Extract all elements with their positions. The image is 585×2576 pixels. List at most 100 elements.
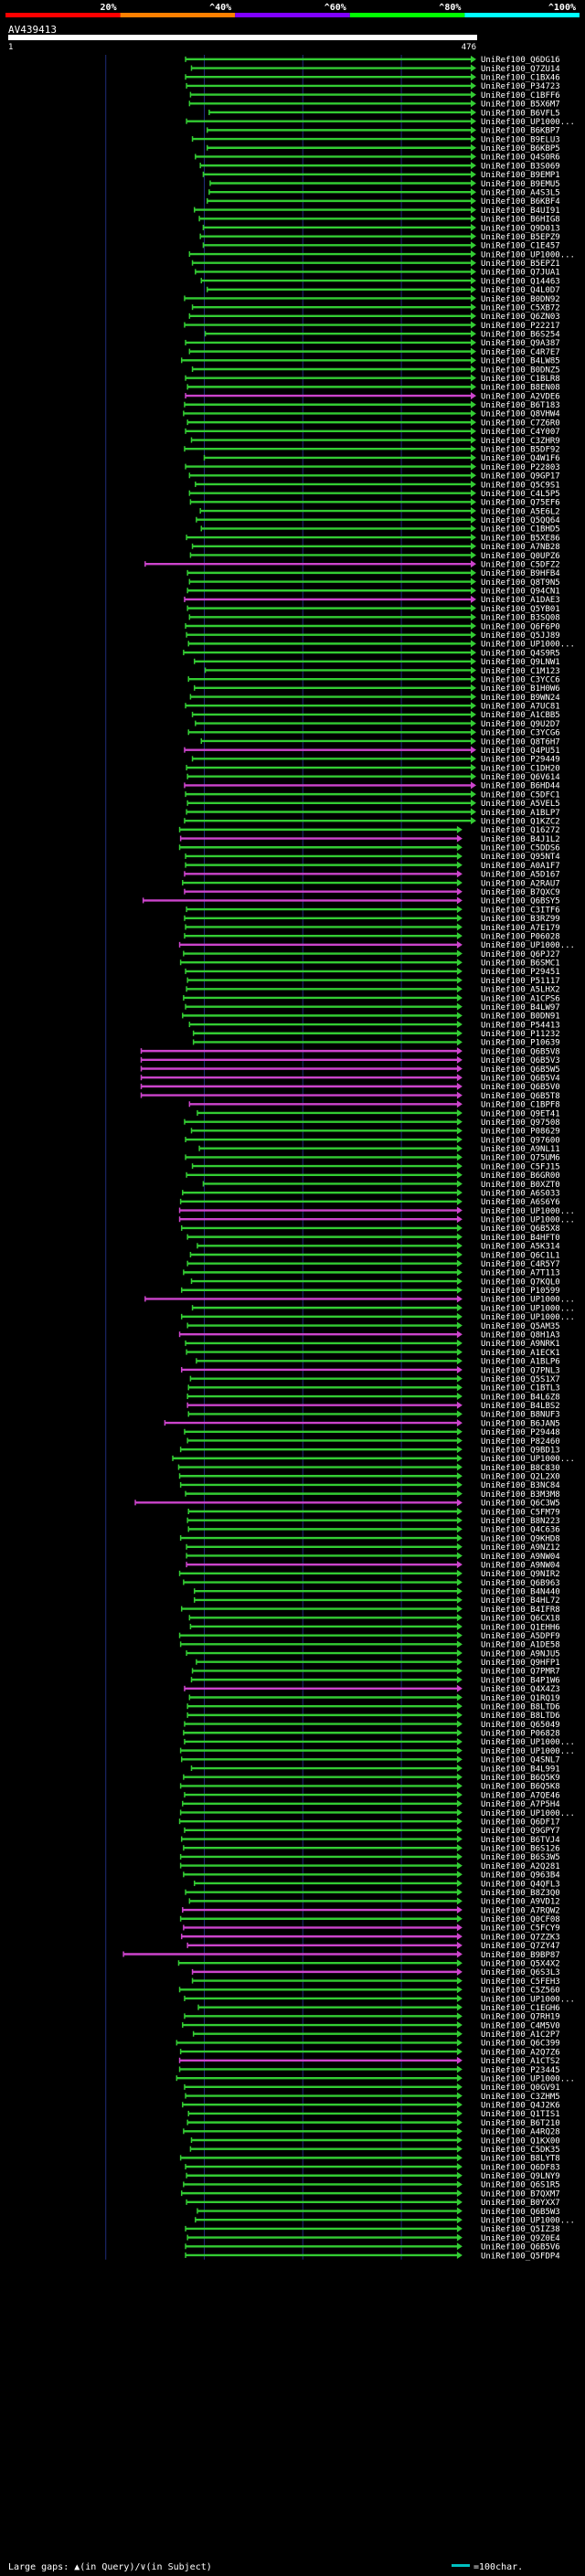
hit-label[interactable]: UniRef100_B0XZT0 [481, 1181, 560, 1190]
hit-label[interactable]: UniRef100_Q95NT4 [481, 853, 560, 862]
hit-label[interactable]: UniRef100_UP1000... [481, 1809, 575, 1818]
hit-label[interactable]: UniRef100_A1ECK1 [481, 1349, 560, 1358]
hit-label[interactable]: UniRef100_C4L5P5 [481, 490, 560, 499]
hit-label[interactable]: UniRef100_Q7ZY47 [481, 1942, 560, 1951]
hit-label[interactable]: UniRef100_Q4S0R6 [481, 154, 560, 163]
hit-label[interactable]: UniRef100_Q8T6H7 [481, 737, 560, 747]
hit-label[interactable]: UniRef100_UP1000... [481, 1216, 575, 1225]
hit-label[interactable]: UniRef100_Q9U2D7 [481, 720, 560, 729]
hit-label[interactable]: UniRef100_Q5YB01 [481, 605, 560, 614]
hit-label[interactable]: UniRef100_P82460 [481, 1437, 560, 1447]
hit-label[interactable]: UniRef100_B9BP87 [481, 1951, 560, 1960]
hit-label[interactable]: UniRef100_Q4S9R5 [481, 649, 560, 658]
hit-label[interactable]: UniRef100_UP1000... [481, 941, 575, 950]
hit-label[interactable]: UniRef100_Q6DG16 [481, 56, 560, 65]
hit-label[interactable]: UniRef100_Q6PJ27 [481, 950, 560, 959]
hit-label[interactable]: UniRef100_Q9LNW1 [481, 658, 560, 667]
hit-label[interactable]: UniRef100_A1DAE3 [481, 596, 560, 605]
hit-label[interactable]: UniRef100_C4M5V0 [481, 2021, 560, 2030]
hit-label[interactable]: UniRef100_Q9NIR2 [481, 1570, 560, 1579]
hit-label[interactable]: UniRef100_UP1000... [481, 1455, 575, 1464]
hit-label[interactable]: UniRef100_A9VD12 [481, 1898, 560, 1907]
hit-label[interactable]: UniRef100_C3YCC6 [481, 675, 560, 684]
hit-label[interactable]: UniRef100_B6JAN5 [481, 1419, 560, 1428]
hit-label[interactable]: UniRef100_A0A1F7 [481, 862, 560, 871]
hit-label[interactable]: UniRef100_A6S033 [481, 1189, 560, 1198]
hit-label[interactable]: UniRef100_B7QXM7 [481, 2189, 560, 2199]
hit-label[interactable]: UniRef100_Q16272 [481, 826, 560, 835]
hit-label[interactable]: UniRef100_Q1KX00 [481, 2136, 560, 2146]
hit-label[interactable]: UniRef100_Q4PU51 [481, 747, 560, 756]
hit-label[interactable]: UniRef100_C4R5Y7 [481, 1260, 560, 1269]
hit-label[interactable]: UniRef100_B5EPZ1 [481, 260, 560, 269]
hit-label[interactable]: UniRef100_A9NL11 [481, 1145, 560, 1154]
hit-label[interactable]: UniRef100_Q1TIS1 [481, 2110, 560, 2119]
hit-label[interactable]: UniRef100_UP1000... [481, 1747, 575, 1756]
hit-label[interactable]: UniRef100_A2RAU7 [481, 879, 560, 888]
hit-label[interactable]: UniRef100_B8Z3Q0 [481, 1889, 560, 1898]
hit-label[interactable]: UniRef100_B8C830 [481, 1464, 560, 1473]
hit-label[interactable]: UniRef100_B6Q5K8 [481, 1783, 560, 1792]
hit-label[interactable]: UniRef100_Q8VHW4 [481, 410, 560, 419]
hit-label[interactable]: UniRef100_C5DFZ2 [481, 560, 560, 569]
hit-label[interactable]: UniRef100_B4LW85 [481, 357, 560, 366]
hit-label[interactable]: UniRef100_B5X6M7 [481, 101, 560, 110]
hit-label[interactable]: UniRef100_Q6S3L3 [481, 1968, 560, 1977]
hit-label[interactable]: UniRef100_A1DE58 [481, 1641, 560, 1650]
hit-label[interactable]: UniRef100_A7QE46 [481, 1791, 560, 1800]
hit-label[interactable]: UniRef100_C5FCY9 [481, 1924, 560, 1934]
hit-label[interactable]: UniRef100_P10599 [481, 1287, 560, 1296]
hit-label[interactable]: UniRef100_Q4X4Z3 [481, 1685, 560, 1694]
hit-label[interactable]: UniRef100_B0DNZ5 [481, 366, 560, 375]
hit-label[interactable]: UniRef100_Q6B5W5 [481, 1065, 560, 1075]
hit-label[interactable]: UniRef100_P54413 [481, 1021, 560, 1030]
hit-label[interactable]: UniRef100_C1BLR8 [481, 375, 560, 384]
hit-label[interactable]: UniRef100_Q7ZZK3 [481, 1933, 560, 1942]
hit-label[interactable]: UniRef100_B6T210 [481, 2119, 560, 2128]
hit-label[interactable]: UniRef100_C1BHD5 [481, 525, 560, 535]
hit-label[interactable]: UniRef100_P06828 [481, 1730, 560, 1739]
hit-label[interactable]: UniRef100_Q6DF17 [481, 1818, 560, 1827]
hit-label[interactable]: UniRef100_A5VEL5 [481, 800, 560, 809]
hit-label[interactable]: UniRef100_Q7PMR7 [481, 1668, 560, 1677]
hit-label[interactable]: UniRef100_C3ZHM5 [481, 2093, 560, 2102]
hit-label[interactable]: UniRef100_C7Z6R0 [481, 419, 560, 428]
hit-label[interactable]: UniRef100_C3YCG6 [481, 729, 560, 738]
hit-label[interactable]: UniRef100_B1H0W6 [481, 684, 560, 694]
hit-label[interactable]: UniRef100_B4UI91 [481, 207, 560, 216]
hit-label[interactable]: UniRef100_Q5QQ64 [481, 516, 560, 525]
hit-label[interactable]: UniRef100_UP1000... [481, 1313, 575, 1322]
hit-label[interactable]: UniRef100_Q2L2X0 [481, 1473, 560, 1482]
hit-label[interactable]: UniRef100_B4N440 [481, 1588, 560, 1597]
hit-label[interactable]: UniRef100_Q1RQ19 [481, 1694, 560, 1703]
hit-label[interactable]: UniRef100_B3RZ99 [481, 915, 560, 924]
hit-label[interactable]: UniRef100_B7QXC9 [481, 888, 560, 897]
hit-label[interactable]: UniRef100_A9NZ12 [481, 1543, 560, 1553]
hit-label[interactable]: UniRef100_P29449 [481, 756, 560, 765]
hit-label[interactable]: UniRef100_UP1000... [481, 250, 575, 260]
hit-label[interactable]: UniRef100_A5E6L2 [481, 507, 560, 516]
hit-label[interactable]: UniRef100_B9ELU3 [481, 135, 560, 144]
hit-label[interactable]: UniRef100_Q8T9N5 [481, 578, 560, 588]
hit-label[interactable]: UniRef100_Q97600 [481, 1136, 560, 1145]
hit-label[interactable]: UniRef100_UP1000... [481, 118, 575, 127]
hit-label[interactable]: UniRef100_Q5AM35 [481, 1322, 560, 1331]
hit-label[interactable]: UniRef100_Q9HFP1 [481, 1659, 560, 1668]
hit-label[interactable]: UniRef100_Q0UPZ6 [481, 552, 560, 561]
hit-label[interactable]: UniRef100_A5D167 [481, 871, 560, 880]
hit-label[interactable]: UniRef100_C1BX46 [481, 74, 560, 83]
hit-label[interactable]: UniRef100_Q7PNL3 [481, 1366, 560, 1375]
hit-label[interactable]: UniRef100_P29451 [481, 968, 560, 977]
hit-label[interactable]: UniRef100_Q5FDP4 [481, 2252, 560, 2261]
hit-label[interactable]: UniRef100_A4RQ28 [481, 2128, 560, 2137]
hit-label[interactable]: UniRef100_A7RQW2 [481, 1906, 560, 1915]
hit-label[interactable]: UniRef100_A2Q7Z6 [481, 2048, 560, 2057]
hit-label[interactable]: UniRef100_A9NRK1 [481, 1340, 560, 1349]
hit-label[interactable]: UniRef100_A5DPF9 [481, 1632, 560, 1641]
hit-label[interactable]: UniRef100_Q6B5V4 [481, 1074, 560, 1083]
hit-label[interactable]: UniRef100_B5EPZ9 [481, 233, 560, 242]
hit-label[interactable]: UniRef100_Q6DF83 [481, 2163, 560, 2172]
hit-label[interactable]: UniRef100_C4R7E7 [481, 348, 560, 357]
hit-label[interactable]: UniRef100_B4LBS2 [481, 1402, 560, 1411]
hit-label[interactable]: UniRef100_B0YXX7 [481, 2199, 560, 2208]
